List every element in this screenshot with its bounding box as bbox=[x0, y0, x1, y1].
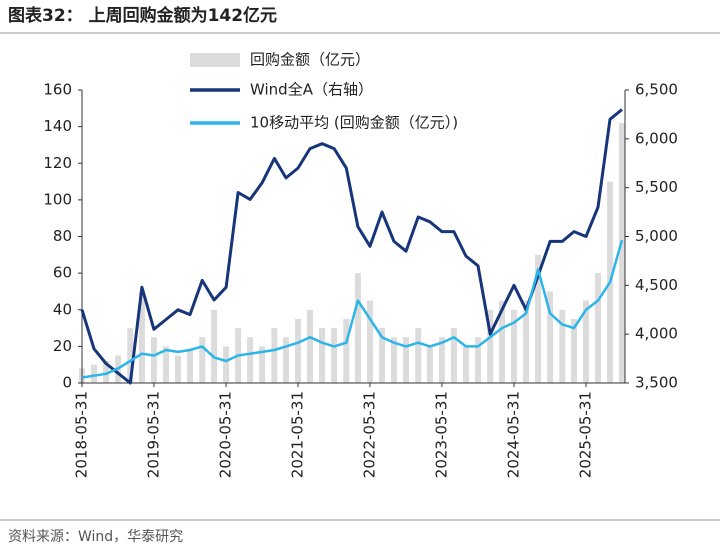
bar bbox=[307, 309, 314, 383]
bar bbox=[103, 361, 110, 383]
bar bbox=[415, 328, 422, 383]
bar bbox=[282, 337, 289, 383]
x-tick-label: 2024-05-31 bbox=[505, 391, 523, 478]
bar bbox=[223, 346, 230, 383]
x-tick-label: 2019-05-31 bbox=[144, 391, 162, 478]
y2-tick-label: 5,000 bbox=[635, 227, 678, 245]
bar bbox=[619, 122, 626, 384]
bar bbox=[295, 318, 302, 383]
bar bbox=[547, 291, 554, 383]
bar bbox=[426, 346, 433, 383]
y2-tick-label: 4,000 bbox=[635, 325, 678, 343]
bar bbox=[187, 350, 194, 383]
y2-tick-label: 5,500 bbox=[635, 178, 678, 196]
bar bbox=[343, 318, 350, 383]
bar bbox=[319, 328, 326, 383]
y-tick-label: 120 bbox=[43, 154, 72, 172]
bar bbox=[366, 300, 373, 383]
y-tick-label: 0 bbox=[62, 374, 72, 392]
bar bbox=[450, 328, 457, 383]
legend-swatch bbox=[190, 53, 240, 67]
x-tick-label: 2023-05-31 bbox=[432, 391, 450, 478]
bar bbox=[174, 355, 181, 383]
y-tick-label: 100 bbox=[43, 190, 72, 208]
bar bbox=[354, 273, 361, 383]
bar bbox=[559, 309, 566, 383]
bar bbox=[199, 337, 206, 383]
legend-label: 10移动平均 (回购金额（亿元）) bbox=[250, 114, 458, 132]
bar bbox=[138, 291, 145, 383]
bar bbox=[391, 337, 398, 383]
bar bbox=[271, 328, 278, 383]
bar bbox=[499, 300, 506, 383]
bar bbox=[378, 328, 385, 383]
y2-tick-label: 6,000 bbox=[635, 129, 678, 147]
y-tick-label: 20 bbox=[53, 337, 72, 355]
y-tick-label: 160 bbox=[43, 81, 72, 99]
y-tick-label: 60 bbox=[53, 264, 72, 282]
bar bbox=[91, 364, 98, 383]
y-tick-label: 80 bbox=[53, 227, 72, 245]
bar bbox=[523, 300, 530, 383]
bar bbox=[259, 346, 266, 383]
bar bbox=[150, 337, 157, 383]
legend-label: 回购金额（亿元） bbox=[250, 51, 370, 69]
x-tick-label: 2025-05-31 bbox=[576, 391, 594, 478]
y2-tick-label: 6,500 bbox=[635, 81, 678, 99]
bar bbox=[594, 273, 601, 383]
bar bbox=[462, 346, 469, 383]
bar bbox=[127, 328, 134, 383]
bar bbox=[511, 309, 518, 383]
bar bbox=[162, 346, 169, 383]
bar bbox=[582, 300, 589, 383]
source: 资料来源：Wind，华泰研究 bbox=[8, 529, 183, 545]
x-tick-label: 2018-05-31 bbox=[73, 391, 91, 478]
line-series bbox=[81, 239, 624, 379]
bar bbox=[570, 318, 577, 383]
bar bbox=[474, 337, 481, 383]
x-tick-label: 2021-05-31 bbox=[289, 391, 307, 478]
legend-label: Wind全A（右轴） bbox=[250, 81, 373, 99]
bar bbox=[247, 337, 254, 383]
bar bbox=[535, 254, 542, 383]
y2-tick-label: 4,500 bbox=[635, 276, 678, 294]
chart-title: 图表32： 上周回购金额为142亿元 bbox=[8, 5, 277, 26]
y-tick-label: 140 bbox=[43, 117, 72, 135]
bar bbox=[331, 328, 338, 383]
bar bbox=[403, 337, 410, 383]
y-tick-label: 40 bbox=[53, 300, 72, 318]
x-tick-label: 2022-05-31 bbox=[360, 391, 378, 478]
bar bbox=[438, 337, 445, 383]
x-tick-label: 2020-05-31 bbox=[217, 391, 235, 478]
y2-tick-label: 3,500 bbox=[635, 374, 678, 392]
bar bbox=[487, 309, 494, 383]
bar bbox=[211, 309, 218, 383]
